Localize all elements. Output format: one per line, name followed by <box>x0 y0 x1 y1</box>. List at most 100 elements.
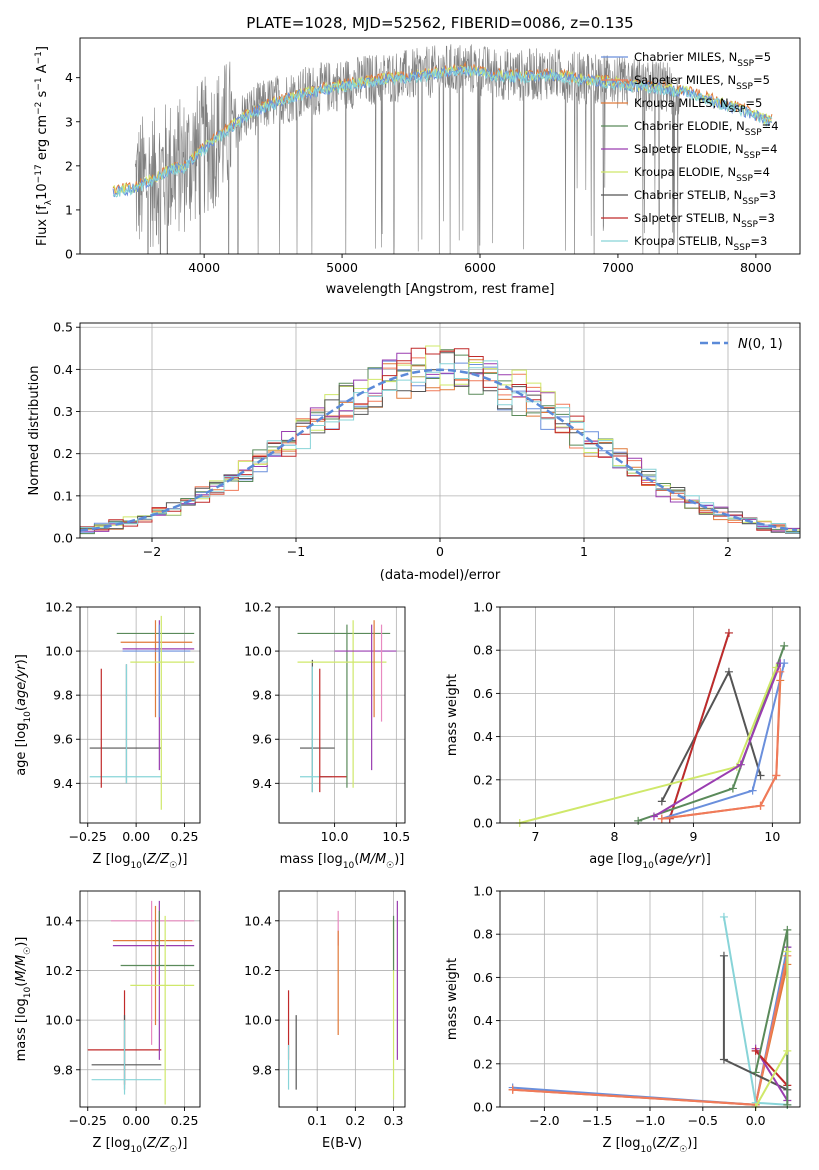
y-tick-label: 9.6 <box>252 732 272 747</box>
mass-weight-line <box>637 645 786 822</box>
x-tick-label: 10.0 <box>321 829 349 844</box>
spectrum-plot-area <box>112 44 773 254</box>
x-tick-label: 6000 <box>464 260 496 275</box>
x-axis-label: wavelength [Angstrom, rest frame] <box>326 282 555 297</box>
y-tick-label: 10.4 <box>244 913 272 928</box>
x-axis-label: Z [log10(Z/Z☉)] <box>93 852 188 871</box>
massweight_vs_age-panel: 7 8 9 10 0.0 0.2 0.4 0.6 0.8 1.0 age [log10(age/yr… <box>445 600 801 871</box>
mass-weight-marker <box>780 641 789 650</box>
x-axis-label: Z [log10(Z/Z☉)] <box>603 1136 698 1155</box>
y-tick-label: 9.8 <box>252 688 272 703</box>
x-tick-label: 0.00 <box>122 1113 150 1128</box>
x-tick-label: −2.0 <box>529 1113 559 1128</box>
y-tick-label: 0.2 <box>473 772 493 787</box>
y-tick-label: 10.0 <box>244 644 272 659</box>
y-tick-label: 9.8 <box>252 1062 272 1077</box>
y-tick-label: 0.6 <box>473 970 493 985</box>
y-tick-label: 9.8 <box>53 1062 73 1077</box>
x-tick-label: 0.3 <box>384 1113 404 1128</box>
massweight_vs_Z-panel: −2.0 −1.5 −1.0 −0.5 0.0 0.0 0.2 0.4 0.6 0.8 1.0 Z [… <box>445 884 801 1155</box>
y-tick-label: 0.8 <box>473 643 493 658</box>
mass-weight-marker <box>649 812 658 821</box>
x-tick-label: 9 <box>689 829 697 844</box>
mass-weight-marker <box>783 1046 792 1055</box>
y-tick-label: 1.0 <box>473 884 493 899</box>
x-tick-label: 8 <box>610 829 618 844</box>
axes-frame <box>79 890 201 1108</box>
mass-weight-marker <box>751 1068 760 1077</box>
model-spectrum <box>112 66 773 198</box>
legend-entry: Kroupa MILES, NSSP=5 <box>634 96 762 115</box>
residual-histogram <box>80 352 800 534</box>
mass-weight-marker <box>756 801 765 810</box>
mass-weight-marker <box>719 912 728 921</box>
mass-weight-marker <box>657 797 666 806</box>
y-tick-label: 10.0 <box>45 1013 73 1028</box>
x-axis-label: E(B-V) <box>322 1136 362 1151</box>
x-axis-label: mass [log10(M/M☉)] <box>280 852 405 871</box>
x-tick-label: −0.25 <box>69 1113 107 1128</box>
y-tick-label: 10.2 <box>244 600 272 615</box>
x-axis-label: age [log10(age/yr)] <box>589 852 711 871</box>
legend-entry: Chabrier STELIB, NSSP=3 <box>634 188 776 207</box>
y-tick-label: 9.4 <box>252 776 272 791</box>
axes-frame <box>278 890 406 1108</box>
y-tick-label: 10.2 <box>45 600 73 615</box>
y-axis-label: mass weight <box>445 958 460 1040</box>
x-tick-label: 10 <box>764 829 780 844</box>
x-tick-label: 4000 <box>188 260 220 275</box>
y-tick-label: 0 <box>65 247 73 262</box>
legend-entry: Chabrier MILES, NSSP=5 <box>634 50 771 69</box>
mass-weight-marker <box>724 628 733 637</box>
age_vs_Z-panel: −0.25 0.00 0.25 9.4 9.6 9.8 10.0 10.2 Z [log10(Z… <box>14 600 201 871</box>
y-axis-label: mass [log10(M/M☉)] <box>14 937 33 1062</box>
residuals-panel: −2 −1 0 1 2 0.0 0.1 0.2 0.3 0.4 0.5 (data-model)/er… <box>27 320 801 583</box>
x-tick-label: 1 <box>580 544 588 559</box>
x-axis-label: (data-model)/error <box>380 568 501 583</box>
y-axis-label: Flux [fλ10−17 erg cm−2 s−1 A−1] <box>34 46 54 246</box>
residual-histogram <box>80 360 800 534</box>
x-tick-label: 5000 <box>326 260 358 275</box>
x-axis-label: Z [log10(Z/Z☉)] <box>93 1136 188 1155</box>
mass-weight-marker <box>634 816 643 825</box>
y-tick-label: 9.8 <box>53 688 73 703</box>
mass-weight-marker <box>728 784 737 793</box>
chart-title: PLATE=1028, MJD=52562, FIBERID=0086, z=0… <box>246 14 633 32</box>
mass-weight-marker <box>657 814 666 823</box>
x-tick-label: 2 <box>724 544 732 559</box>
mass-weight-marker <box>783 925 792 934</box>
age_vs_mass-panel: 10.0 10.5 9.4 9.6 9.8 10.0 10.2 mass [log10(M/M… <box>244 600 410 872</box>
y-tick-label: 4 <box>65 70 73 85</box>
x-tick-label: −1 <box>287 544 305 559</box>
axes-frame <box>278 606 406 824</box>
legend-entry: Kroupa STELIB, NSSP=3 <box>634 234 767 253</box>
axes-frame <box>499 606 801 824</box>
axes-frame <box>79 606 201 824</box>
legend-entry: Salpeter ELODIE, NSSP=4 <box>634 142 777 161</box>
x-tick-label: 0.0 <box>746 1113 766 1128</box>
legend-entry: Salpeter MILES, NSSP=5 <box>634 73 770 92</box>
y-tick-label: 10.0 <box>45 644 73 659</box>
y-tick-label: 0.2 <box>53 446 73 461</box>
x-tick-label: −0.25 <box>69 829 107 844</box>
mass-weight-marker <box>724 667 733 676</box>
x-tick-label: 0 <box>436 544 444 559</box>
mass-weight-marker <box>719 1055 728 1064</box>
x-tick-label: 0.25 <box>171 1113 199 1128</box>
mass_vs_EBV-panel: 0.1 0.2 0.3 9.8 10.0 10.2 10.4 E(B-V) <box>244 890 406 1151</box>
x-tick-label: 0.2 <box>345 1113 365 1128</box>
mass-weight-line <box>668 632 730 820</box>
x-tick-label: 7 <box>532 829 540 844</box>
y-tick-label: 10.2 <box>244 963 272 978</box>
legend-entry: Chabrier ELODIE, NSSP=4 <box>634 119 779 138</box>
mass-weight-marker <box>783 947 792 956</box>
y-tick-label: 0.4 <box>53 362 73 377</box>
y-tick-label: 2 <box>65 158 73 173</box>
x-tick-label: 0.25 <box>171 829 199 844</box>
mass_vs_Z-panel: −0.25 0.00 0.25 9.8 10.0 10.2 10.4 Z [log10(Z/Z… <box>14 890 201 1155</box>
x-tick-label: −1.5 <box>582 1113 612 1128</box>
y-tick-label: 9.4 <box>53 776 73 791</box>
x-tick-label: 0.1 <box>307 1113 327 1128</box>
y-axis-label: Normed distribution <box>27 366 42 496</box>
